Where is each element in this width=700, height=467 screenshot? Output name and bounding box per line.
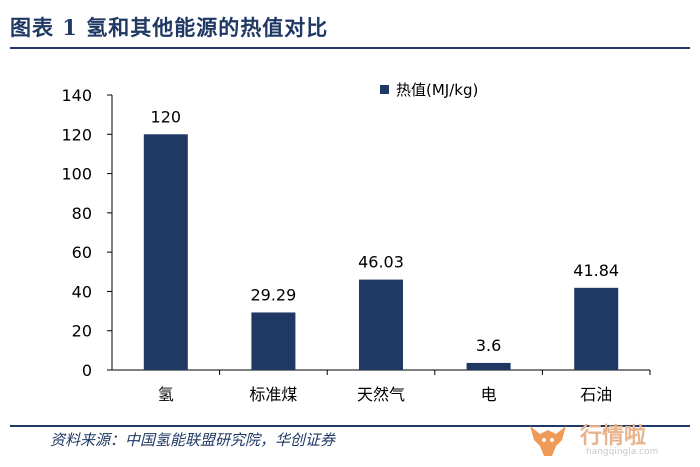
figure-title: 图表 1 氢和其他能源的热值对比	[10, 15, 329, 40]
bull-logo-icon	[530, 426, 566, 456]
x-category-label: 天然气	[357, 385, 405, 404]
bar	[574, 287, 619, 370]
y-tick-label: 60	[72, 243, 92, 262]
y-tick-label: 0	[82, 361, 92, 380]
bar	[251, 312, 296, 370]
data-label: 41.84	[573, 261, 619, 280]
y-tick-label: 100	[61, 165, 92, 184]
x-category-label: 电	[481, 385, 497, 404]
data-label: 120	[151, 107, 182, 126]
x-category-label: 氢	[158, 385, 174, 404]
data-label: 3.6	[476, 336, 501, 355]
legend-swatch	[380, 85, 389, 94]
bar	[143, 134, 188, 370]
x-category-label: 标准煤	[249, 385, 297, 404]
watermark-name: 行情啦	[580, 424, 647, 449]
x-category-label: 石油	[580, 385, 612, 404]
y-tick-label: 40	[72, 282, 92, 301]
legend-label: 热值(MJ/kg)	[396, 81, 478, 99]
data-label: 29.29	[250, 285, 296, 304]
watermark: 行情啦 hangqingla.com	[526, 412, 686, 462]
watermark-url: hangqingla.com	[586, 447, 659, 457]
y-tick-label: 140	[61, 86, 92, 105]
data-label: 46.03	[358, 253, 404, 272]
title-rule	[10, 47, 690, 49]
bar-chart: 0 20 40 60 80 100 120 140 120 氢 29.29 标准煤 46.03 天然气 3.…	[0, 50, 700, 420]
bar-chart-svg: 0 20 40 60 80 100 120 140 120 氢 29.29 标准煤 46.03 天然气 3.…	[61, 81, 651, 404]
source-rule	[10, 425, 690, 427]
y-tick-label: 120	[61, 125, 92, 144]
y-tick-label: 80	[72, 204, 92, 223]
source-note: 资料来源：中国氢能联盟研究院，华创证券	[50, 431, 336, 449]
y-tick-label: 20	[72, 322, 92, 341]
bar	[466, 362, 511, 370]
bar	[359, 279, 403, 370]
